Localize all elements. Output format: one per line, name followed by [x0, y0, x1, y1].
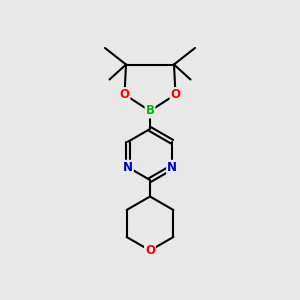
Text: O: O — [145, 244, 155, 257]
Text: N: N — [123, 161, 133, 174]
Text: N: N — [167, 161, 177, 174]
Text: B: B — [146, 104, 154, 118]
Text: O: O — [170, 88, 181, 101]
Text: O: O — [119, 88, 130, 101]
